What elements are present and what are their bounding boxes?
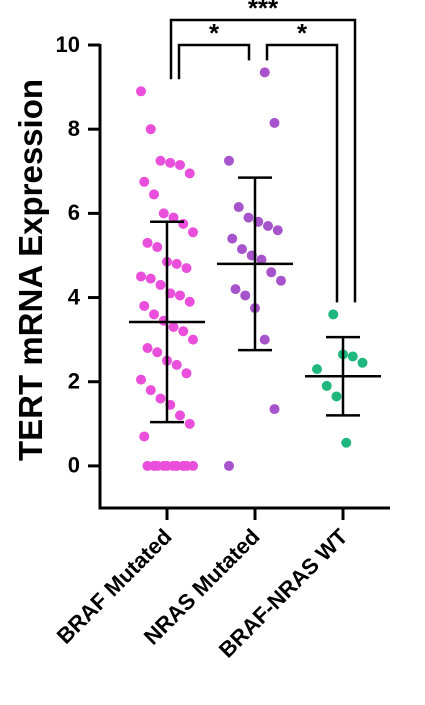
data-point — [184, 418, 195, 429]
data-point — [233, 202, 244, 213]
data-point — [142, 343, 153, 354]
data-point — [152, 242, 163, 253]
data-point — [227, 233, 238, 244]
data-point — [328, 309, 339, 320]
data-point — [142, 460, 153, 471]
data-point — [139, 176, 150, 187]
data-point — [276, 275, 286, 286]
data-point — [243, 212, 254, 223]
data-point — [181, 263, 192, 274]
data-point — [188, 227, 198, 238]
data-point — [155, 393, 166, 404]
data-point — [321, 380, 332, 391]
significance-bracket — [265, 43, 339, 303]
data-point — [272, 225, 283, 236]
data-point — [136, 271, 146, 282]
data-point — [341, 437, 352, 448]
y-tick-label: 2 — [68, 369, 80, 394]
data-point — [240, 290, 251, 301]
data-point — [357, 357, 368, 368]
data-point — [266, 267, 277, 278]
y-tick-label: 10 — [56, 32, 80, 57]
data-point — [162, 460, 172, 471]
data-point — [149, 309, 159, 320]
data-point — [259, 67, 270, 78]
data-point — [152, 460, 163, 471]
data-point — [145, 273, 156, 284]
data-point — [181, 460, 192, 471]
data-point — [178, 326, 189, 337]
data-point — [259, 334, 270, 345]
data-point — [263, 220, 273, 231]
data-point — [256, 254, 267, 265]
data-point — [175, 410, 185, 421]
data-point — [184, 168, 195, 179]
data-point — [158, 208, 169, 219]
data-point — [188, 334, 198, 345]
data-point — [347, 351, 358, 362]
data-point — [139, 300, 150, 311]
y-tick-label: 0 — [68, 453, 80, 478]
data-point — [155, 279, 166, 290]
data-point — [171, 359, 182, 370]
data-point — [168, 322, 179, 333]
data-point — [184, 296, 195, 307]
data-point — [269, 117, 280, 128]
significance-bracket — [169, 18, 357, 303]
data-point — [142, 237, 153, 248]
y-tick-label: 6 — [68, 200, 80, 225]
significance-label: *** — [248, 0, 279, 23]
data-point — [145, 124, 156, 135]
significance-label: * — [297, 18, 308, 48]
data-point — [331, 391, 342, 402]
data-point — [136, 86, 146, 97]
y-tick-label: 8 — [68, 116, 80, 141]
data-point — [269, 404, 280, 415]
data-point — [152, 347, 163, 358]
data-point — [230, 284, 241, 295]
data-point — [312, 364, 322, 375]
data-point — [178, 218, 189, 229]
data-point — [136, 374, 146, 385]
data-point — [175, 159, 185, 170]
data-point — [171, 460, 182, 471]
data-point — [145, 385, 156, 396]
data-point — [165, 157, 176, 168]
data-point — [155, 155, 166, 166]
data-point — [171, 258, 182, 269]
significance-bracket — [177, 43, 251, 80]
y-tick-label: 4 — [68, 284, 81, 309]
data-point — [181, 368, 192, 379]
data-point — [175, 290, 185, 301]
data-point — [224, 460, 234, 471]
data-point — [139, 431, 150, 442]
y-axis-label: TERT mRNA Expression — [12, 79, 49, 461]
data-point — [224, 155, 234, 166]
data-point — [168, 212, 179, 223]
data-point — [237, 244, 247, 255]
data-point — [149, 189, 159, 200]
significance-label: * — [209, 18, 220, 48]
